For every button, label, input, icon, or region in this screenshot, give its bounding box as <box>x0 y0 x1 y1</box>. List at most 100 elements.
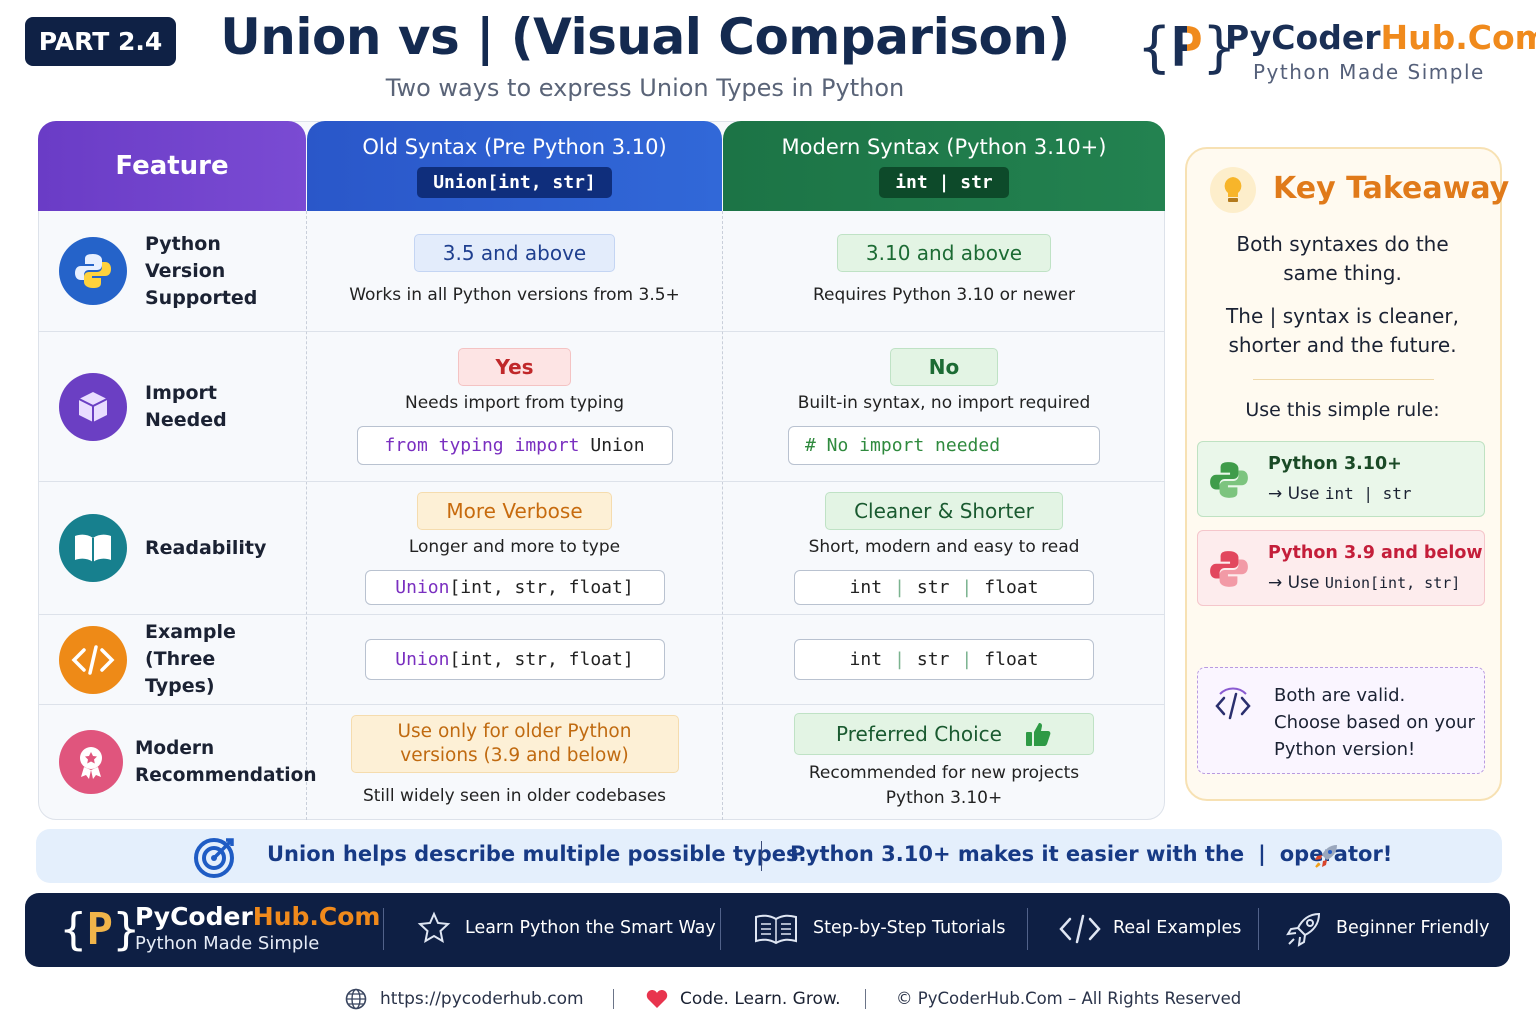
feature-cell: Readability <box>39 481 306 614</box>
bottom-divider <box>613 989 614 1009</box>
takeaway-point: The | syntax is cleaner, shorter and the… <box>1226 304 1459 357</box>
banner-divider <box>761 841 762 871</box>
python-icon <box>1210 462 1248 498</box>
star-icon <box>417 911 451 943</box>
new-cell: 3.10 and above Requires Python 3.10 or n… <box>723 211 1165 331</box>
column-code: int | str <box>879 166 1009 198</box>
old-cell: More Verbose Longer and more to type Uni… <box>307 481 722 614</box>
feature-icon <box>59 514 127 582</box>
note-line: Both are valid. <box>1274 685 1406 706</box>
code-text: float <box>984 649 1039 670</box>
footer-feature: Learn Python the Smart Way <box>465 918 716 938</box>
rule-action-text: → Use <box>1268 484 1320 504</box>
takeaway-divider <box>1253 379 1434 380</box>
old-code: Union[int, str, float] <box>364 569 665 605</box>
code-text: [int, str, float] <box>449 649 634 670</box>
logo-brace: { <box>60 903 87 955</box>
page-title: Union vs | (Visual Comparison) <box>220 8 1070 66</box>
rule-version: Python 3.10+ <box>1268 454 1402 474</box>
footer-divider <box>383 908 384 950</box>
note-card: Both are valid. Choose based on your Pyt… <box>1197 667 1485 774</box>
code-operator: | <box>894 649 905 670</box>
brand-name-accent: Hub.Com <box>1380 18 1536 57</box>
column-code: Union[int, str] <box>417 166 612 198</box>
feature-label: Modern Recommendation <box>135 738 317 786</box>
code-text: [int, str, float] <box>449 576 634 598</box>
old-badge: Yes <box>458 348 571 386</box>
old-cell: Use only for older Python versions (3.9 … <box>307 704 722 819</box>
column-header: Feature <box>38 121 306 211</box>
banner-right-text: Python 3.10+ makes it easier with the <box>790 842 1245 866</box>
column-divider <box>306 211 307 820</box>
feature-cell: Import Needed <box>39 331 306 481</box>
python-icon <box>75 254 111 288</box>
rule-action: → Use Union[int, str] <box>1268 573 1460 593</box>
footer <box>25 893 1510 967</box>
old-code: from typing import Union <box>356 426 673 465</box>
old-cell: 3.5 and above Works in all Python versio… <box>307 211 722 331</box>
note-line: Python version! <box>1274 739 1416 760</box>
old-cell: Yes Needs import from typing from typing… <box>307 331 722 481</box>
rocket-icon <box>1315 845 1337 868</box>
rule-intro: Use this simple rule: <box>1245 399 1440 421</box>
code-operator: | <box>961 649 973 670</box>
old-note: Needs import from typing <box>405 393 624 413</box>
footer-feature: Real Examples <box>1113 918 1242 938</box>
old-code: Union[int, str, float] <box>364 639 665 680</box>
new-cell: No Built-in syntax, no import required #… <box>723 331 1165 481</box>
column-title: Old Syntax (Pre Python 3.10) <box>362 134 667 159</box>
old-cell: Union[int, str, float] <box>307 614 722 704</box>
note-line: Choose based on your <box>1274 712 1475 733</box>
new-note: Recommended for new projects Python 3.10… <box>808 763 1080 808</box>
code-keyword: Union <box>395 576 450 598</box>
package-icon <box>78 391 108 422</box>
feature-label: Readability <box>145 536 267 559</box>
banner-left: Union helps describe multiple possible t… <box>267 842 807 866</box>
new-cell: Preferred Choice Recommended for new pro… <box>723 704 1165 819</box>
new-note: Short, modern and easy to read <box>808 536 1080 557</box>
new-badge: No <box>889 348 999 386</box>
target-icon <box>194 838 234 878</box>
code-operator: | <box>894 576 905 598</box>
motto: Code. Learn. Grow. <box>680 989 841 1009</box>
code-text: float <box>984 576 1039 598</box>
new-badge: 3.10 and above <box>836 234 1052 272</box>
logo-brace: } <box>113 903 140 955</box>
old-note: Longer and more to type <box>408 536 621 557</box>
python-icon <box>1210 551 1248 587</box>
badge-text: Preferred Choice <box>836 722 1002 746</box>
new-code: # No import needed <box>788 426 1100 465</box>
rocket-icon <box>1286 912 1321 947</box>
code-keyword: from typing import <box>384 435 580 456</box>
new-cell: Cleaner & Shorter Short, modern and easy… <box>723 481 1165 614</box>
footer-feature: Beginner Friendly <box>1336 918 1490 938</box>
brand-tagline: Python Made Simple <box>1253 60 1485 84</box>
brand-name-main: PyCoder <box>1225 18 1381 57</box>
old-note: Still widely seen in older codebases <box>362 786 667 806</box>
code-text: int <box>849 649 883 670</box>
footer-tagline: Python Made Simple <box>135 933 320 954</box>
feature-cell: Python Version Supported <box>39 211 306 331</box>
new-note: Built-in syntax, no import required <box>797 393 1091 413</box>
feature-label: Example (Three Types) <box>145 621 236 697</box>
new-badge: Cleaner & Shorter <box>825 491 1063 530</box>
feature-label: Python Version Supported <box>145 232 258 309</box>
feature-icon <box>59 237 127 305</box>
column-header: Old Syntax (Pre Python 3.10) Union[int, s… <box>307 121 722 211</box>
takeaway-point: Both syntaxes do the same thing. <box>1236 232 1449 285</box>
page-subtitle: Two ways to express Union Types in Pytho… <box>385 74 905 102</box>
rule-card: Python 3.10+ → Use int | str <box>1197 441 1485 517</box>
column-header: Modern Syntax (Python 3.10+) int | str <box>723 121 1165 211</box>
code-operator: | <box>961 576 973 598</box>
brand-name-main: PyCoder <box>135 902 253 931</box>
rule-version: Python 3.9 and below <box>1268 543 1483 563</box>
feature-icon <box>59 730 123 794</box>
code-text: str <box>916 576 950 598</box>
code-icon <box>1059 914 1101 944</box>
part-badge: PART 2.4 <box>25 17 176 66</box>
feature-cell: Modern Recommendation <box>39 704 317 819</box>
logo-letter: P <box>86 903 114 955</box>
banner-right: Python 3.10+ makes it easier with the | op… <box>790 842 1392 866</box>
